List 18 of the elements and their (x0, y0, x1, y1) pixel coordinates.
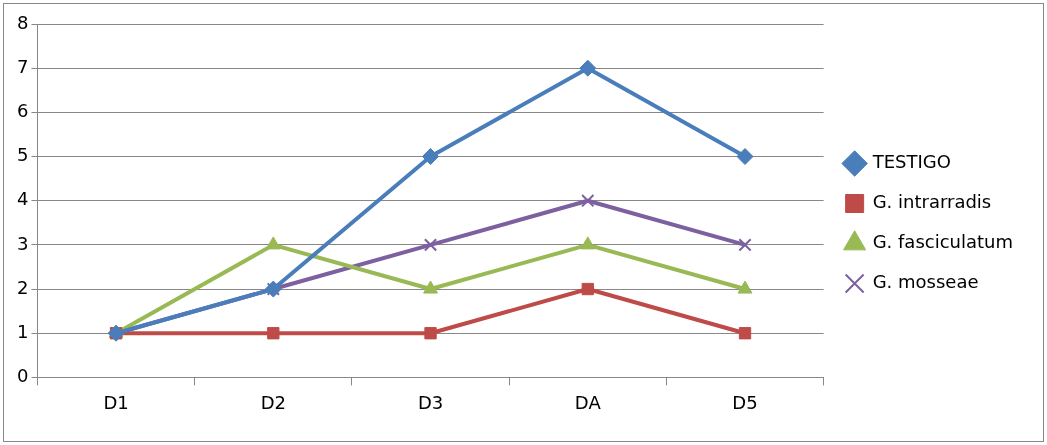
x-tick-label: D1 (103, 391, 129, 413)
y-tick-label: 0 (17, 365, 29, 387)
x-tick-label: D2 (260, 391, 286, 413)
y-tick-label: 7 (17, 55, 29, 77)
legend-label: G. fasciculatum (872, 231, 1013, 253)
y-tick-label: 5 (17, 144, 29, 166)
y-tick-label: 2 (17, 276, 29, 298)
x-tick-label: D5 (732, 391, 758, 413)
y-tick-label: 4 (17, 188, 29, 210)
legend-label: G. mosseae (872, 271, 979, 293)
y-tick-label: 3 (17, 232, 29, 254)
legend-label: G. intrarradis (872, 191, 992, 213)
x-tick-label: D3 (417, 391, 444, 413)
y-tick-label: 6 (17, 100, 29, 122)
y-tick-label: 8 (17, 11, 29, 33)
y-tick-label: 1 (17, 320, 29, 342)
legend-label: TESTIGO (871, 151, 951, 173)
x-tick-label: DA (574, 391, 602, 413)
